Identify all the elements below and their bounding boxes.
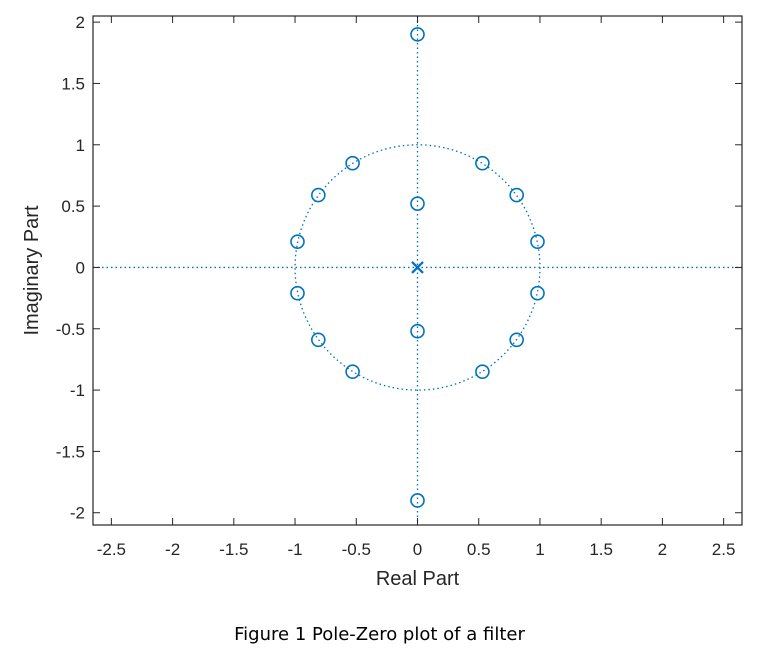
x-tick-label: 2.5 <box>712 540 736 559</box>
x-tick-label: 0.5 <box>467 540 491 559</box>
zero-marker <box>410 196 425 211</box>
zero-marker <box>410 323 425 339</box>
x-tick-label: 2 <box>658 540 667 559</box>
x-tick-label: 0 <box>413 540 422 559</box>
x-tick-label: 1.5 <box>589 540 613 559</box>
x-axis-label: Real Part <box>376 568 460 590</box>
y-axis-label: Imaginary Part <box>21 205 43 335</box>
zero-marker <box>290 234 305 249</box>
y-tick-label: 0 <box>76 258 85 277</box>
x-tick-label: -1 <box>287 540 302 559</box>
pole-marker <box>411 261 424 274</box>
zero-marker <box>509 187 524 203</box>
zero-marker <box>345 364 360 379</box>
y-tick-label: 2 <box>76 13 85 32</box>
x-tick-label: -0.5 <box>342 540 371 559</box>
zeros-series <box>290 27 545 508</box>
zero-marker <box>509 332 524 348</box>
zero-marker <box>345 155 360 171</box>
y-tick-label: 1 <box>76 136 85 155</box>
x-tick-label: 1 <box>535 540 544 559</box>
axis-ticks <box>93 16 742 525</box>
zero-marker <box>475 155 490 171</box>
y-tick-label: 1.5 <box>61 74 85 93</box>
x-tick-labels: -2.5 -2 -1.5 -1 -0.5 0 0.5 1 1.5 2 2.5 <box>97 540 736 559</box>
y-tick-label: -0.5 <box>56 320 85 339</box>
zero-marker <box>410 27 425 42</box>
y-tick-label: 0.5 <box>61 197 85 216</box>
pole-marker-stroke <box>411 261 424 274</box>
x-tick-label: -1.5 <box>219 540 248 559</box>
plot-area-frame <box>92 15 743 526</box>
zero-marker <box>475 364 490 379</box>
y-tick-labels: -2 -1.5 -1 -0.5 0 0.5 1 1.5 2 <box>56 13 85 523</box>
x-tick-label: -2.5 <box>97 540 126 559</box>
zero-marker <box>530 285 545 301</box>
figure-caption: Figure 1 Pole-Zero plot of a filter <box>234 624 525 645</box>
y-tick-label: -1 <box>70 381 85 400</box>
x-tick-label: -2 <box>165 540 180 559</box>
y-tick-label: -2 <box>70 504 85 523</box>
pole-zero-chart: -2.5 -2 -1.5 -1 -0.5 0 0.5 1 1.5 2 2.5 -2 -1.5 -1 -0.… <box>21 13 743 590</box>
zero-marker <box>311 187 326 203</box>
zero-marker <box>290 285 305 301</box>
zero-marker <box>311 332 326 348</box>
zero-marker <box>410 493 425 508</box>
poles-series <box>411 261 424 274</box>
zero-marker <box>530 234 545 249</box>
y-tick-label: -1.5 <box>56 442 85 461</box>
reference-lines <box>93 16 742 525</box>
